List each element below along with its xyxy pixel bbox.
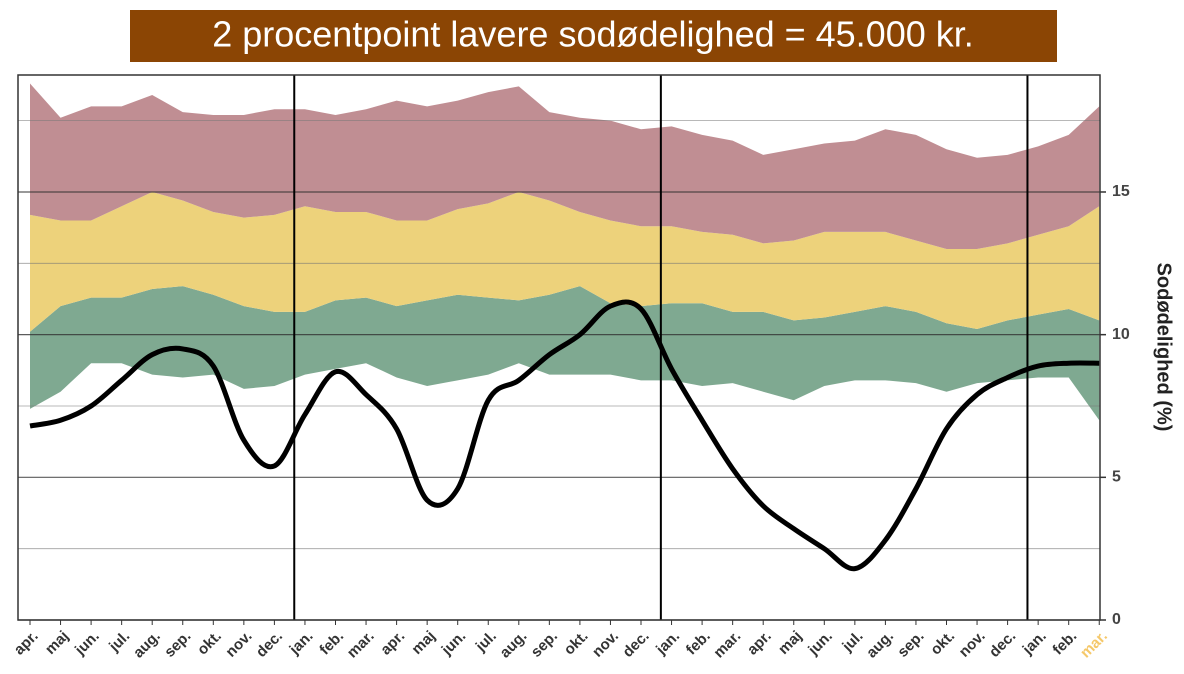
x-tick-label: feb.	[1049, 628, 1080, 659]
x-tick-label: jan.	[286, 628, 317, 659]
y-axis-label: Sodødelighed (%)	[1153, 263, 1175, 432]
x-tick-label: aug.	[497, 628, 531, 662]
x-tick-label: dec.	[986, 628, 1019, 661]
x-tick-label: sep.	[161, 628, 194, 661]
band-area	[30, 191, 1100, 332]
band-area	[30, 286, 1100, 421]
y-tick-label: 5	[1112, 469, 1121, 486]
plot-frame	[17, 74, 1101, 621]
x-tick-label: jan.	[652, 628, 683, 659]
x-tick-label: jul.	[838, 628, 866, 656]
x-tick-label: mar.	[710, 628, 744, 662]
x-tick-label: jul.	[105, 628, 133, 656]
x-tick-label: jun.	[804, 628, 836, 660]
x-tick-label: jan.	[1019, 628, 1050, 659]
band-area	[30, 83, 1100, 250]
y-tick-label: 15	[1112, 183, 1130, 200]
x-tick-label: feb.	[683, 628, 714, 659]
x-tick-label: jul.	[472, 628, 500, 656]
x-tick-label: apr.	[11, 628, 42, 659]
x-tick-label: mar.	[1077, 628, 1111, 662]
x-tick-label: feb.	[316, 628, 347, 659]
x-tick-label: nov.	[956, 628, 989, 661]
x-tick-label: okt.	[561, 628, 592, 659]
x-tick-label: jun.	[438, 628, 470, 660]
x-tick-label: aug.	[130, 628, 164, 662]
x-tick-label: okt.	[927, 628, 958, 659]
y-tick-label: 10	[1112, 326, 1130, 343]
line	[29, 299, 1100, 572]
title-background	[130, 10, 1057, 62]
x-tick-label: sep.	[894, 628, 927, 661]
x-tick-label: sep.	[528, 628, 561, 661]
x-tick-label: dec.	[619, 628, 652, 661]
x-tick-label: dec.	[253, 628, 286, 661]
x-tick-label: okt.	[194, 628, 225, 659]
x-tick-label: nov.	[589, 628, 622, 661]
x-tick-label: jun.	[71, 628, 103, 660]
x-tick-label: maj	[775, 628, 805, 658]
x-tick-label: maj	[42, 628, 72, 658]
x-tick-label: mar.	[344, 628, 378, 662]
x-tick-label: nov.	[222, 628, 255, 661]
x-tick-label: apr.	[377, 628, 408, 659]
y-tick-label: 0	[1112, 611, 1121, 628]
x-tick-label: aug.	[863, 628, 897, 662]
x-tick-label: apr.	[744, 628, 775, 659]
chart-title: 2 procentpoint lavere sodødelighed = 45.…	[212, 14, 974, 55]
x-tick-label: maj	[408, 628, 438, 658]
